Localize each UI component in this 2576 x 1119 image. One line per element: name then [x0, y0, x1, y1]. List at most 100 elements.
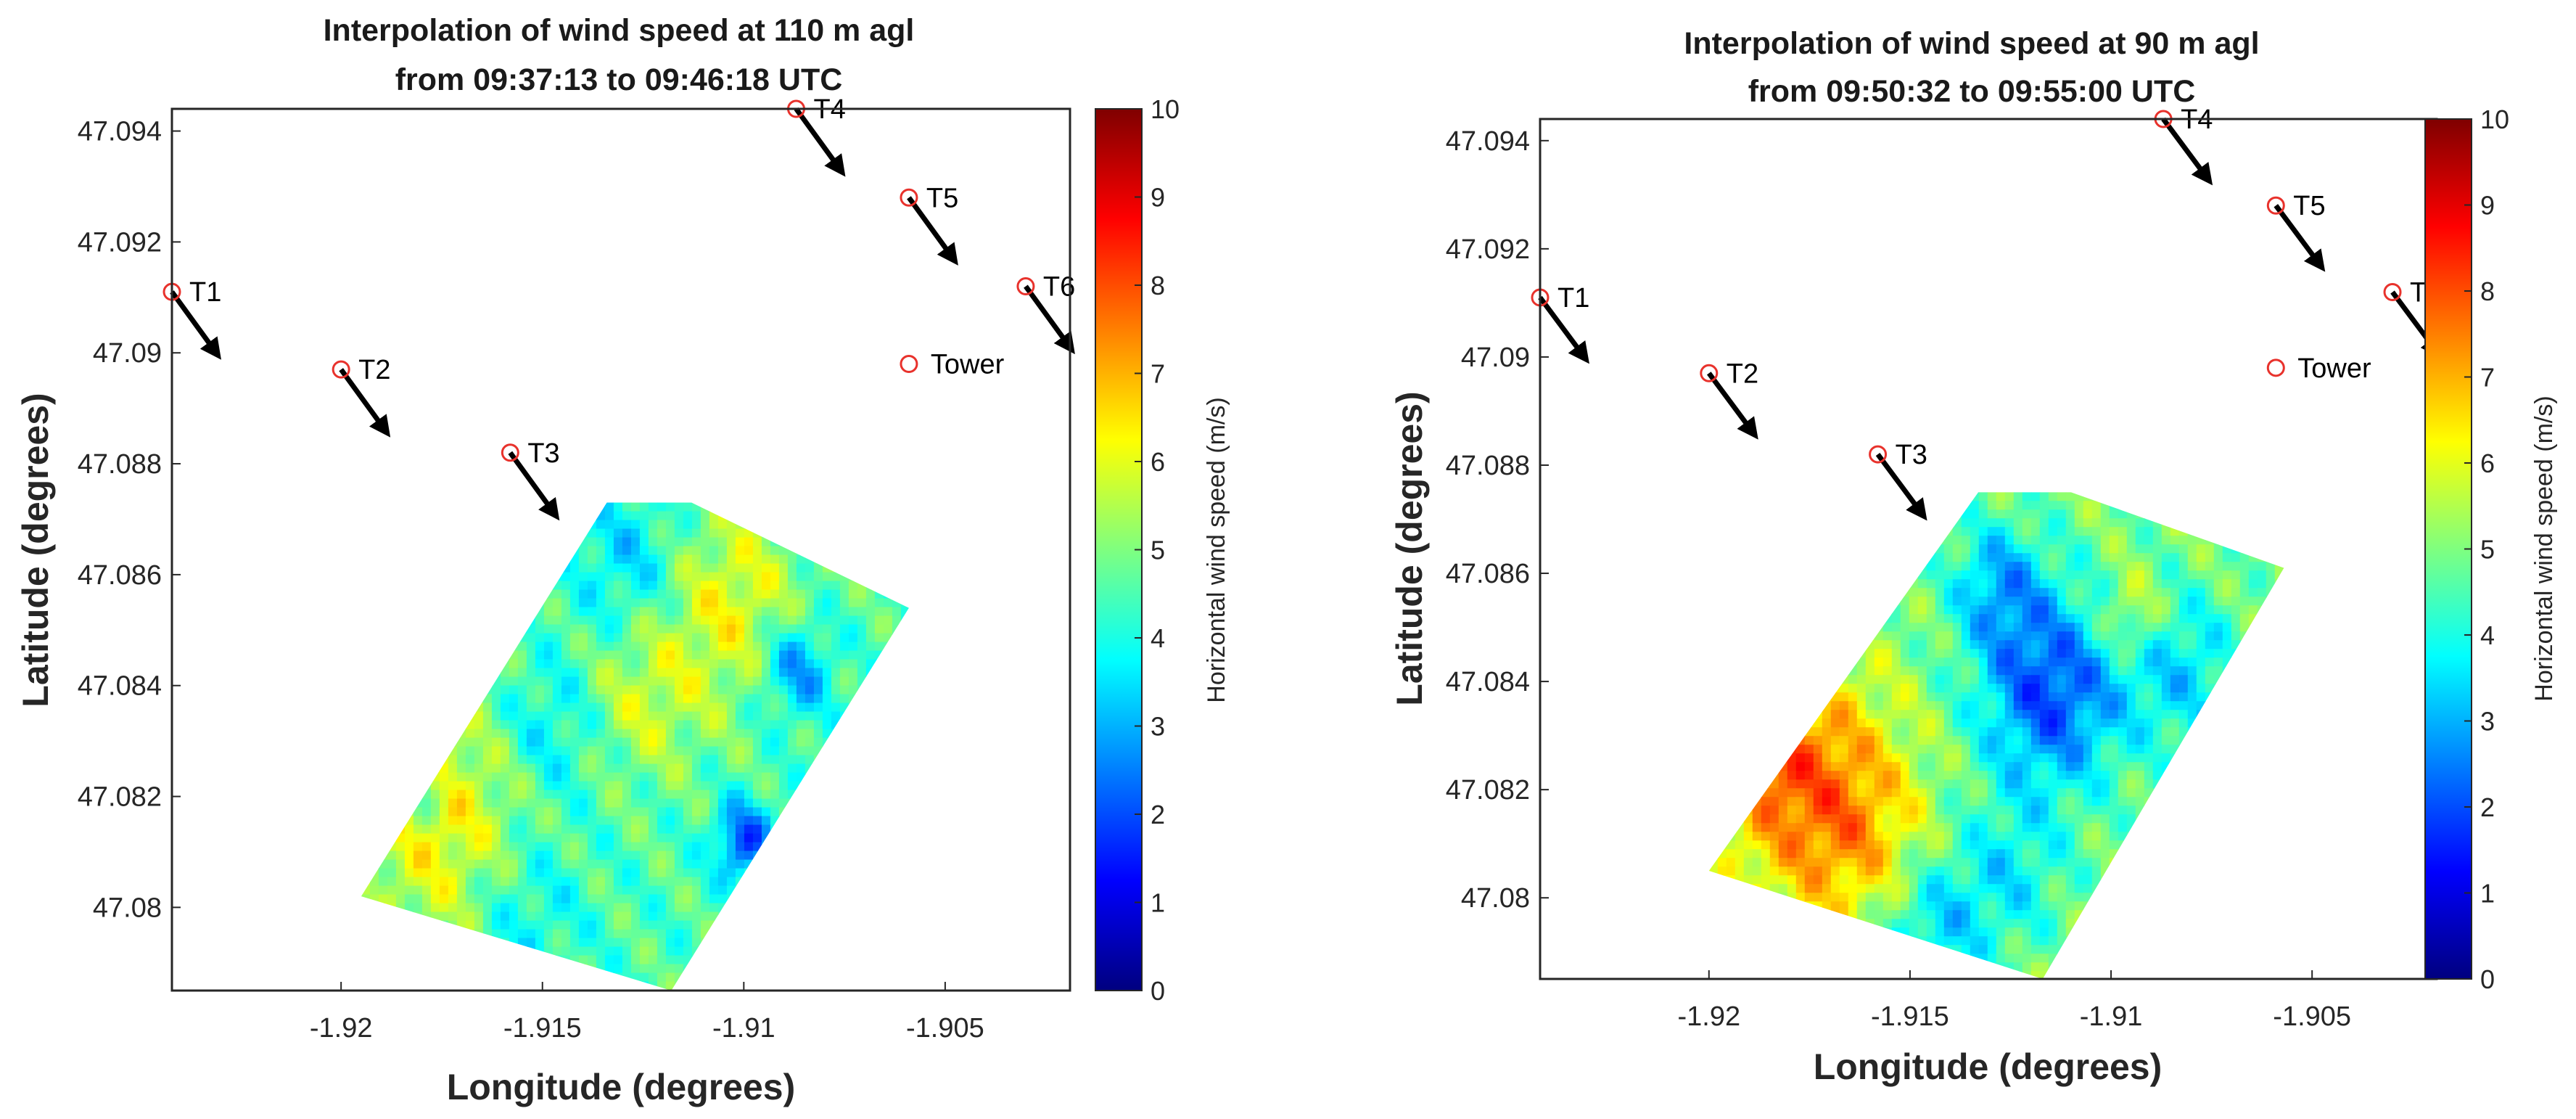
heatmap-cell	[569, 772, 580, 782]
heatmap-cell	[1961, 570, 1971, 580]
heatmap-cell	[770, 633, 780, 643]
heatmap-cell	[674, 955, 684, 965]
heatmap-cell	[622, 511, 632, 521]
heatmap-cell	[552, 946, 562, 956]
heatmap-cell	[813, 615, 823, 626]
heatmap-cell	[2161, 588, 2171, 597]
heatmap-cell	[674, 946, 684, 956]
heatmap-cell	[1996, 631, 2006, 641]
heatmap-cell	[787, 737, 797, 747]
heatmap-cell	[604, 737, 614, 747]
heatmap-cell	[482, 763, 493, 774]
heatmap-cell	[500, 711, 510, 721]
heatmap-cell	[517, 702, 527, 713]
heatmap-cell	[761, 824, 771, 835]
heatmap-cell	[2013, 649, 2023, 658]
heatmap-cell	[535, 938, 545, 948]
heatmap-cell	[569, 885, 580, 895]
wind-vector-arrow	[907, 196, 958, 266]
heatmap-cell	[657, 911, 667, 922]
heatmap-cell	[726, 720, 736, 730]
heatmap-cell	[2135, 553, 2145, 562]
heatmap-cell	[2039, 562, 2049, 571]
heatmap-cell	[735, 650, 745, 660]
heatmap-cell	[526, 763, 536, 774]
heatmap-cell	[413, 859, 423, 869]
heatmap-cell	[726, 702, 736, 713]
heatmap-cell	[2030, 501, 2041, 510]
heatmap-cell	[744, 720, 754, 730]
heatmap-cell	[1935, 588, 1945, 597]
heatmap-cell	[622, 563, 632, 573]
heatmap-cell	[509, 868, 519, 878]
heatmap-cell	[526, 659, 536, 669]
heatmap-cell	[2178, 614, 2189, 623]
heatmap-cell	[613, 589, 623, 599]
heatmap-cell	[648, 842, 658, 852]
heatmap-cell	[648, 746, 658, 756]
heatmap-cell	[622, 589, 632, 599]
heatmap-cell	[665, 624, 675, 634]
heatmap-cell	[752, 772, 762, 782]
heatmap-cell	[839, 676, 849, 686]
heatmap-cell	[700, 842, 710, 852]
heatmap-cell	[630, 911, 641, 922]
heatmap-cell	[561, 798, 571, 808]
heatmap-cell	[1952, 623, 1962, 632]
heatmap-cell	[2013, 623, 2023, 632]
heatmap-cell	[1952, 579, 1962, 589]
heatmap-cell	[569, 633, 580, 643]
heatmap-cell	[2187, 536, 2197, 545]
turbine-label: T2	[358, 355, 390, 385]
heatmap-cell	[805, 676, 815, 686]
heatmap-cell	[587, 807, 597, 817]
heatmap-cell	[500, 694, 510, 704]
heatmap-cell	[465, 850, 475, 861]
heatmap-cell	[456, 833, 466, 843]
heatmap-cell	[439, 877, 449, 887]
heatmap-cell	[404, 850, 414, 861]
heatmap-cell	[1978, 640, 1988, 649]
heatmap-cell	[700, 676, 710, 686]
heatmap-cell	[665, 964, 675, 974]
heatmap-cell	[578, 720, 588, 730]
heatmap-cell	[822, 589, 832, 599]
heatmap-cell	[657, 537, 667, 547]
heatmap-cell	[2074, 509, 2084, 519]
heatmap-cell	[683, 624, 693, 634]
heatmap-cell	[700, 511, 710, 521]
heatmap-cell	[683, 903, 693, 913]
heatmap-cell	[474, 790, 484, 800]
heatmap-cell	[630, 920, 641, 930]
heatmap-cell	[430, 816, 440, 826]
heatmap-cell	[2083, 640, 2093, 649]
heatmap-cell	[2144, 614, 2154, 623]
heatmap-cell	[2091, 518, 2102, 528]
heatmap-cell	[456, 894, 466, 904]
heatmap-cell	[683, 720, 693, 730]
heatmap-cell	[543, 859, 554, 869]
heatmap-cell	[500, 668, 510, 678]
heatmap-cell	[778, 729, 789, 739]
heatmap-cell	[630, 737, 641, 747]
heatmap-cell	[474, 816, 484, 826]
heatmap-cell	[787, 554, 797, 565]
heatmap-cell	[613, 790, 623, 800]
heatmap-cell	[2144, 562, 2154, 571]
heatmap-cell	[744, 624, 754, 634]
heatmap-cell	[657, 859, 667, 869]
heatmap-cell	[691, 859, 701, 869]
heatmap-cell	[543, 807, 554, 817]
heatmap-cell	[569, 676, 580, 686]
heatmap-cell	[1882, 649, 1893, 658]
heatmap-cell	[1935, 570, 1945, 580]
heatmap-cell	[805, 581, 815, 591]
heatmap-cell	[2065, 649, 2075, 658]
heatmap-cell	[569, 842, 580, 852]
heatmap-cell	[569, 624, 580, 634]
heatmap-cell	[2074, 640, 2084, 649]
heatmap-cell	[1917, 579, 1927, 589]
heatmap-cell	[683, 607, 693, 617]
heatmap-cell	[787, 685, 797, 695]
heatmap-cell	[2074, 631, 2084, 641]
